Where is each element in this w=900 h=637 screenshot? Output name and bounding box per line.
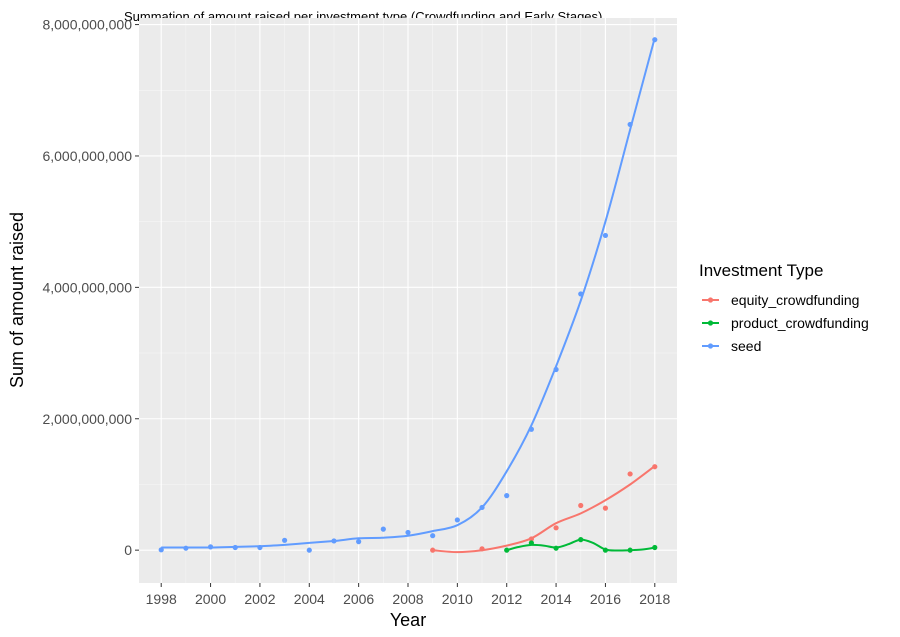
product_crowdfunding-point	[602, 547, 609, 553]
product_crowdfunding-point	[627, 547, 633, 553]
legend-label: product_crowdfunding	[731, 315, 869, 331]
x-axis: 1998 2000 2002 2004 2006 2008 2010 2012 2014 2016…	[146, 583, 671, 607]
grid	[139, 18, 677, 583]
seed-point	[257, 544, 263, 551]
seed-point	[504, 493, 510, 499]
y-tick-label: 4,000,000,000	[42, 279, 132, 295]
product_crowdfunding-point	[504, 547, 510, 553]
product_crowdfunding-point	[578, 537, 584, 543]
equity_crowdfunding-point	[553, 525, 559, 531]
y-tick-label: 2,000,000,000	[42, 411, 132, 427]
legend: Investment Type equity_crowdfundingprodu…	[699, 261, 869, 354]
x-tick-label: 2018	[639, 591, 670, 607]
x-tick-label: 2010	[442, 591, 473, 607]
seed-point	[479, 504, 485, 511]
product_crowdfunding-point	[528, 540, 534, 546]
legend-key-point	[707, 297, 714, 303]
seed-point	[602, 232, 609, 239]
equity_crowdfunding-point	[578, 502, 584, 509]
seed-point	[282, 537, 288, 543]
seed-trend-line	[161, 37, 656, 549]
seed-point	[553, 366, 559, 373]
product_crowdfunding-point	[652, 544, 658, 551]
y-tick-label: 6,000,000,000	[42, 148, 132, 164]
x-tick-label: 2012	[491, 591, 522, 607]
x-tick-label: 2008	[392, 591, 423, 607]
equity_crowdfunding-point	[602, 505, 609, 511]
legend-key-point	[707, 343, 714, 349]
x-tick-label: 2002	[244, 591, 275, 607]
equity_crowdfunding-trend-line	[432, 465, 656, 554]
seed-point	[306, 547, 312, 553]
seed-point	[405, 529, 411, 536]
seed-point	[652, 37, 658, 43]
y-tick-label: 8,000,000,000	[42, 17, 132, 33]
seed-point	[454, 517, 460, 523]
x-tick-label: 2004	[294, 591, 325, 607]
legend-key-point	[707, 320, 714, 326]
seed-point	[528, 426, 534, 432]
product_crowdfunding-point	[553, 545, 559, 551]
equity_crowdfunding-point	[479, 546, 485, 552]
y-tick-label: 0	[124, 542, 132, 558]
seed-point	[578, 291, 584, 297]
legend-label: seed	[731, 338, 761, 354]
equity_crowdfunding-point	[528, 536, 534, 542]
x-tick-label: 2014	[540, 591, 571, 607]
seed-point	[430, 533, 436, 539]
x-tick-label: 2006	[343, 591, 374, 607]
data-points	[158, 37, 658, 553]
x-tick-label: 2000	[195, 591, 226, 607]
seed-point	[232, 544, 238, 551]
seed-point	[356, 539, 362, 545]
seed-point	[331, 538, 337, 544]
x-axis-title: Year	[390, 610, 426, 630]
x-tick-label: 1998	[146, 591, 177, 607]
seed-point	[380, 526, 386, 532]
equity_crowdfunding-point	[627, 471, 633, 477]
equity_crowdfunding-point	[652, 464, 658, 470]
y-axis-title: Sum of amount raised	[7, 212, 27, 388]
equity_crowdfunding-point	[430, 547, 436, 553]
legend-label: equity_crowdfunding	[731, 292, 859, 308]
seed-point	[158, 547, 164, 553]
seed-point	[627, 121, 633, 128]
legend-title: Investment Type	[699, 261, 823, 280]
y-axis: 0 2,000,000,000 4,000,000,000 6,000,000,000…	[42, 17, 139, 558]
seed-point	[207, 544, 214, 550]
seed-point	[183, 545, 189, 551]
x-tick-label: 2016	[590, 591, 621, 607]
